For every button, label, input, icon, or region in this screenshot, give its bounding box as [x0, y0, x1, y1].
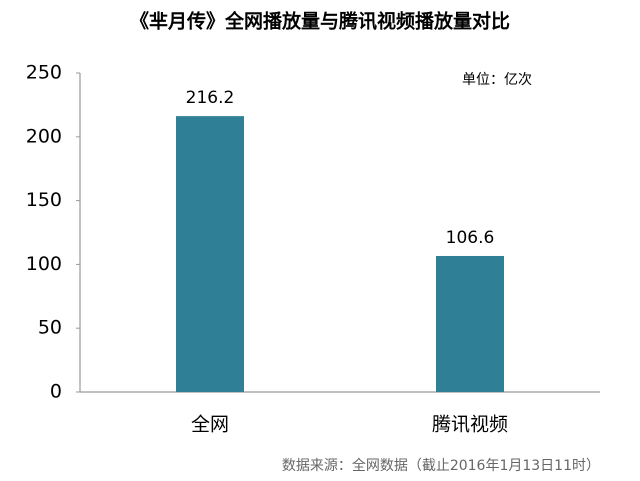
y-tick-label: 150	[26, 189, 62, 211]
bar	[436, 255, 504, 392]
y-tick-label: 100	[26, 253, 62, 275]
unit-note: 单位：亿次	[462, 72, 532, 88]
value-label: 106.6	[446, 228, 495, 248]
source-note: 数据来源：全网数据（截止2016年1月13日11时）	[282, 457, 600, 474]
value-label: 216.2	[186, 88, 235, 108]
x-tick-label: 腾讯视频	[432, 414, 508, 436]
x-tick-label: 全网	[191, 414, 229, 436]
chart-title: 《芈月传》全网播放量与腾讯视频播放量对比	[130, 10, 510, 33]
y-tick-label: 250	[26, 62, 62, 84]
y-tick-label: 50	[38, 317, 62, 339]
y-tick-label: 200	[26, 125, 62, 147]
y-tick-label: 0	[50, 381, 62, 403]
bar	[176, 116, 244, 393]
